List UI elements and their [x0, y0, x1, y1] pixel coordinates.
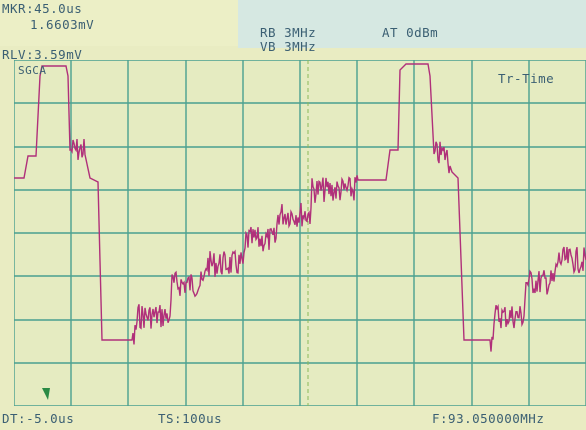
time-span-readout: TS:100us: [158, 411, 223, 426]
marker-time-readout: MKR:45.0us: [2, 1, 83, 16]
resolution-bandwidth-readout: RB 3MHz: [260, 25, 317, 40]
attenuation-readout: AT 0dBm: [382, 25, 439, 40]
top-info-bar: MKR:45.0us 1.6603mV RB 3MHz AT 0dBm VB 3…: [0, 0, 586, 62]
marker-value-readout: 1.6603mV: [30, 17, 95, 32]
oscilloscope-screen[interactable]: SGCA Tr-Time: [14, 60, 586, 406]
center-frequency-readout: F:93.050000MHz: [432, 411, 545, 426]
parameter-panel: RB 3MHz AT 0dBm VB 3MHz: [238, 0, 586, 54]
mode-label: Tr-Time: [498, 71, 555, 86]
video-bandwidth-readout: VB 3MHz: [260, 39, 317, 54]
channel-label: SGCA: [18, 64, 47, 77]
reference-marker-icon: [42, 388, 50, 400]
trace-plot: [14, 60, 586, 406]
bottom-info-bar: DT:-5.0us TS:100us F:93.050000MHz: [0, 406, 586, 430]
graticule-grid: [14, 60, 586, 406]
delay-time-readout: DT:-5.0us: [2, 411, 75, 426]
marker-readout-panel: MKR:45.0us 1.6603mV: [0, 0, 238, 46]
reference-level-readout: RLV:3.59mV: [2, 47, 83, 62]
signal-trace: [14, 63, 586, 352]
